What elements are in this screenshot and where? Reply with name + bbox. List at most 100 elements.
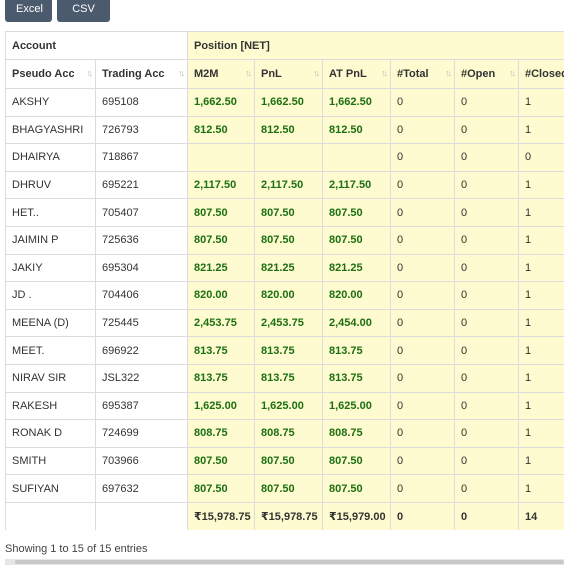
cell-open: 0 xyxy=(454,115,519,145)
cell-total: 0 xyxy=(390,115,455,145)
cell-total: 0 xyxy=(390,474,455,503)
cell-trading: 696922 xyxy=(95,336,188,365)
cell-open: 0 xyxy=(454,225,519,255)
cell-pseudo: MEET. xyxy=(5,336,96,365)
cell-pnl: 820.00 xyxy=(254,281,323,310)
cell-total: 0 xyxy=(390,308,455,338)
cell-pseudo: SUFIYAN xyxy=(5,474,96,503)
cell-m2m: 813.75 xyxy=(187,363,255,393)
cell-closed: 1 xyxy=(518,88,564,117)
cell-m2m: 813.75 xyxy=(187,336,255,365)
table-row: MEENA (D) 725445 2,453.75 2,453.75 2,454.00 0… xyxy=(5,308,564,338)
cell-open: 0 xyxy=(454,308,519,338)
cell-pnl: 807.50 xyxy=(254,446,323,476)
table-row: RONAK D 724699 808.75 808.75 808.75 0 0 1 xyxy=(5,419,564,448)
cell-trading: 726793 xyxy=(95,115,188,145)
cell-open: 0 xyxy=(454,143,519,172)
cell-m2m: 1,625.00 xyxy=(187,391,255,421)
cell-pnl xyxy=(254,143,323,172)
total-at-pnl: ₹15,979.00 xyxy=(322,501,391,530)
export-toolbar: Excel CSV xyxy=(5,0,110,22)
cell-total: 0 xyxy=(390,419,455,448)
cell-closed: 1 xyxy=(518,253,564,283)
cell-pnl: 807.50 xyxy=(254,198,323,227)
cell-pnl: 821.25 xyxy=(254,253,323,283)
table-info: Showing 1 to 15 of 15 entries xyxy=(5,543,148,555)
sort-icon: ↑↓ xyxy=(509,68,516,78)
table-row: BHAGYASHRI 726793 812.50 812.50 812.50 0 0 1 xyxy=(5,115,564,145)
cell-at-pnl: 2,117.50 xyxy=(322,170,391,200)
sort-icon: ↑↓ xyxy=(245,68,252,78)
column-header-m2m[interactable]: M2M ↑↓ xyxy=(187,59,255,89)
sort-icon: ↑↓ xyxy=(178,68,185,78)
total-pnl: ₹15,978.75 xyxy=(254,501,323,530)
cell-at-pnl xyxy=(322,143,391,172)
table-row: HET.. 705407 807.50 807.50 807.50 0 0 1 xyxy=(5,198,564,227)
sort-icon: ↑↓ xyxy=(445,68,452,78)
cell-pseudo: RAKESH xyxy=(5,391,96,421)
cell-total: 0 xyxy=(390,281,455,310)
column-header-total[interactable]: #Total ↑↓ xyxy=(390,59,455,89)
cell-total: 0 xyxy=(390,363,455,393)
cell-m2m: 807.50 xyxy=(187,446,255,476)
cell-closed: 1 xyxy=(518,225,564,255)
cell-at-pnl: 813.75 xyxy=(322,363,391,393)
cell-open: 0 xyxy=(454,88,519,117)
cell-trading: 695387 xyxy=(95,391,188,421)
cell-closed: 0 xyxy=(518,143,564,172)
table-row: DHAIRYA 718867 0 0 0 xyxy=(5,143,564,172)
cell-closed: 1 xyxy=(518,281,564,310)
cell-closed: 1 xyxy=(518,198,564,227)
sort-icon: ↑↓ xyxy=(86,68,93,78)
cell-pnl: 2,453.75 xyxy=(254,308,323,338)
column-header-trading-acc[interactable]: Trading Acc ↑↓ xyxy=(95,59,188,89)
cell-trading: 725636 xyxy=(95,225,188,255)
cell-at-pnl: 1,625.00 xyxy=(322,391,391,421)
cell-trading: 718867 xyxy=(95,143,188,172)
group-header-account: Account xyxy=(5,31,188,60)
cell-trading: 705407 xyxy=(95,198,188,227)
cell-total: 0 xyxy=(390,336,455,365)
cell-pseudo: BHAGYASHRI xyxy=(5,115,96,145)
cell-pnl: 808.75 xyxy=(254,419,323,448)
cell-open: 0 xyxy=(454,198,519,227)
cell-m2m xyxy=(187,143,255,172)
total-m2m: ₹15,978.75 xyxy=(187,501,255,530)
column-header-at-pnl[interactable]: AT PnL ↑↓ xyxy=(322,59,391,89)
table-row: AKSHY 695108 1,662.50 1,662.50 1,662.50 0 0 1 xyxy=(5,88,564,117)
column-header-pseudo-acc[interactable]: Pseudo Acc ↑↓ xyxy=(5,59,96,89)
cell-closed: 1 xyxy=(518,446,564,476)
cell-at-pnl: 1,662.50 xyxy=(322,88,391,117)
cell-pnl: 813.75 xyxy=(254,363,323,393)
excel-button[interactable]: Excel xyxy=(5,0,52,22)
column-header-open[interactable]: #Open ↑↓ xyxy=(454,59,519,89)
cell-closed: 1 xyxy=(518,170,564,200)
scrollbar-thumb[interactable] xyxy=(15,560,564,564)
cell-pseudo: DHAIRYA xyxy=(5,143,96,172)
cell-pnl: 1,625.00 xyxy=(254,391,323,421)
cell-trading: 695304 xyxy=(95,253,188,283)
cell-pseudo: SMITH xyxy=(5,446,96,476)
cell-m2m: 812.50 xyxy=(187,115,255,145)
horizontal-scrollbar[interactable] xyxy=(5,559,564,565)
cell-open: 0 xyxy=(454,253,519,283)
column-header-pnl[interactable]: PnL ↑↓ xyxy=(254,59,323,89)
cell-at-pnl: 2,454.00 xyxy=(322,308,391,338)
positions-table-wrapper: Account Position [NET] Pseudo Acc ↑↓ Trad… xyxy=(5,31,564,530)
table-row: MEET. 696922 813.75 813.75 813.75 0 0 1 xyxy=(5,336,564,365)
cell-open: 0 xyxy=(454,391,519,421)
cell-total: 0 xyxy=(390,88,455,117)
cell-open: 0 xyxy=(454,336,519,365)
cell-open: 0 xyxy=(454,170,519,200)
cell-pseudo: NIRAV SIR xyxy=(5,363,96,393)
positions-table: Account Position [NET] Pseudo Acc ↑↓ Trad… xyxy=(5,31,564,530)
cell-at-pnl: 807.50 xyxy=(322,198,391,227)
table-row: JD . 704406 820.00 820.00 820.00 0 0 1 xyxy=(5,281,564,310)
cell-pseudo: RONAK D xyxy=(5,419,96,448)
column-header-closed[interactable]: #Closed xyxy=(518,59,564,89)
table-row: SMITH 703966 807.50 807.50 807.50 0 0 1 xyxy=(5,446,564,476)
cell-m2m: 807.50 xyxy=(187,225,255,255)
cell-at-pnl: 813.75 xyxy=(322,336,391,365)
csv-button[interactable]: CSV xyxy=(57,0,110,22)
cell-trading: 697632 xyxy=(95,474,188,503)
